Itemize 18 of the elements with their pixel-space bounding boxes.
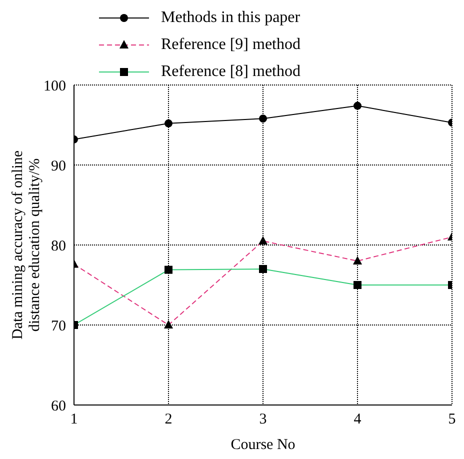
point bbox=[164, 119, 172, 128]
y-tick-label: 70 bbox=[51, 318, 66, 334]
legend-label: Methods in this paper bbox=[161, 8, 300, 26]
x-tick-label: 1 bbox=[70, 412, 78, 428]
y-tick-label: 80 bbox=[51, 238, 66, 254]
x-tick-label: 2 bbox=[164, 412, 172, 428]
legend-label: Reference [8] method bbox=[161, 62, 300, 80]
y-tick-label: 60 bbox=[51, 398, 66, 414]
point bbox=[354, 102, 362, 110]
y-tick-label: 100 bbox=[44, 78, 66, 94]
legend-label: Reference [9] method bbox=[161, 36, 300, 54]
y-tick-label: 90 bbox=[51, 158, 66, 174]
x-axis-title: Course No bbox=[230, 437, 296, 453]
y-axis-title: Data mining accuracy of online distance education quality/% bbox=[10, 150, 43, 340]
x-tick-label: 3 bbox=[259, 412, 267, 428]
point bbox=[259, 114, 267, 123]
x-tick-label: 4 bbox=[354, 412, 362, 428]
x-tick-label: 5 bbox=[448, 412, 456, 428]
